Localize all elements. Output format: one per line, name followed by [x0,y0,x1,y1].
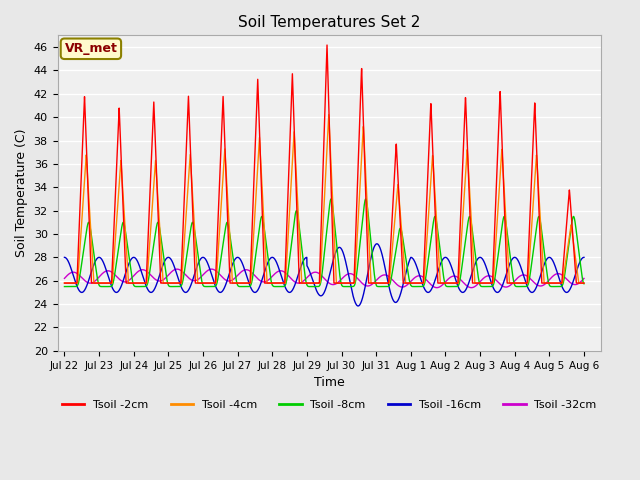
X-axis label: Time: Time [314,376,345,389]
Y-axis label: Soil Temperature (C): Soil Temperature (C) [15,129,28,257]
Title: Soil Temperatures Set 2: Soil Temperatures Set 2 [238,15,420,30]
Legend: Tsoil -2cm, Tsoil -4cm, Tsoil -8cm, Tsoil -16cm, Tsoil -32cm: Tsoil -2cm, Tsoil -4cm, Tsoil -8cm, Tsoi… [58,396,601,415]
Text: VR_met: VR_met [65,42,117,55]
